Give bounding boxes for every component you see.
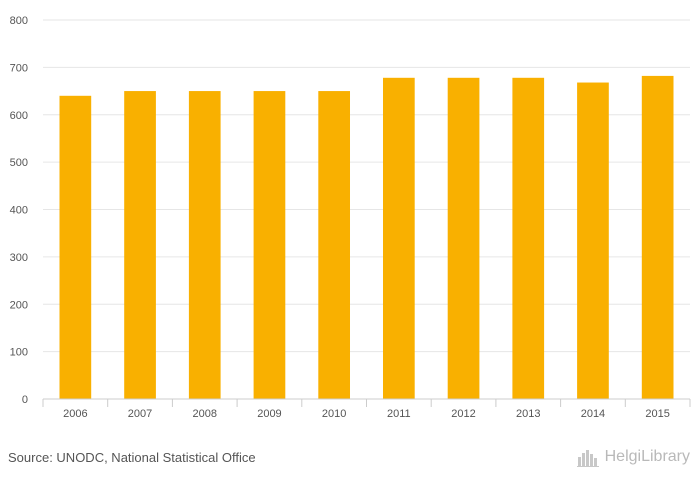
x-tick-label-2014: 2014	[581, 408, 605, 420]
x-tick-label-2007: 2007	[128, 408, 152, 420]
bar-2013[interactable]	[512, 77, 545, 400]
x-tick-label-2013: 2013	[516, 408, 540, 420]
bar-2012[interactable]	[447, 77, 480, 400]
y-tick-label-500: 500	[10, 157, 28, 169]
bar-2006[interactable]	[59, 95, 92, 400]
y-axis-labels: 0 100 200 300 400 500 600 700 800	[10, 15, 28, 406]
y-tick-label-600: 600	[10, 110, 28, 122]
y-tick-label-400: 400	[10, 205, 28, 217]
bar-2009[interactable]	[253, 91, 286, 399]
x-tick-label-2008: 2008	[193, 408, 217, 420]
bar-2010[interactable]	[318, 91, 351, 399]
x-axis	[42, 398, 691, 407]
y-tick-label-800: 800	[10, 15, 28, 27]
bar-2007[interactable]	[124, 91, 156, 399]
x-tick-label-2006: 2006	[63, 408, 87, 420]
brand-name: HelgiLibrary	[604, 448, 690, 465]
x-axis-labels: 2006 2007 2008 2009 2010 2011 2012 2013 2014 2015	[63, 408, 670, 420]
y-tick-label-300: 300	[10, 252, 28, 264]
x-tick-label-2011: 2011	[387, 408, 411, 420]
city-skyline-icon	[576, 450, 599, 467]
x-tick-label-2012: 2012	[451, 408, 475, 420]
source-note: Source: UNODC, National Statistical Offi…	[8, 450, 256, 465]
bar-2014[interactable]	[577, 82, 609, 399]
y-tick-label-0: 0	[22, 394, 28, 406]
x-tick-label-2009: 2009	[257, 408, 281, 420]
brand-logo[interactable]: HelgiLibrary	[576, 447, 690, 467]
y-tick-label-700: 700	[10, 62, 28, 74]
x-tick-label-2015: 2015	[645, 408, 669, 420]
bar-2015[interactable]	[641, 75, 674, 399]
bar-2008[interactable]	[188, 91, 221, 399]
bars	[59, 75, 674, 400]
y-tick-label-200: 200	[10, 299, 28, 311]
y-tick-label-100: 100	[10, 347, 28, 359]
x-tick-label-2010: 2010	[322, 408, 346, 420]
bar-2011[interactable]	[382, 77, 415, 400]
